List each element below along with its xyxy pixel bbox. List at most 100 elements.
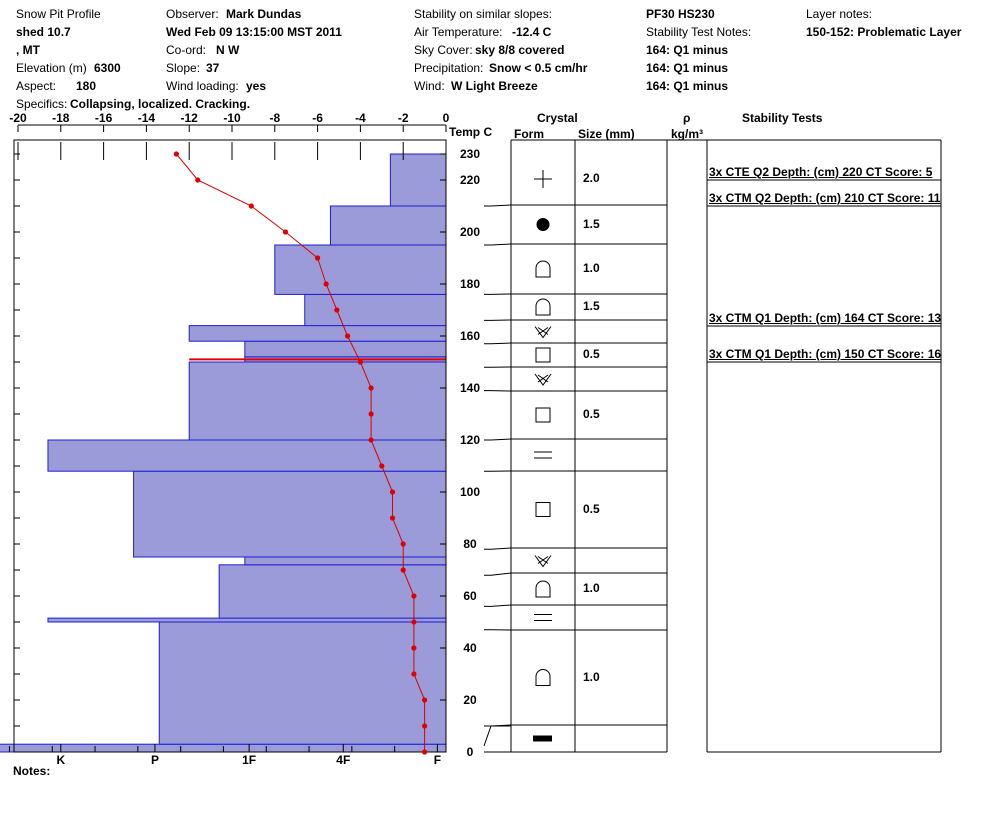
depth-hoar-icon — [535, 298, 551, 316]
aspect-value: 180 — [76, 79, 97, 93]
height-connector — [484, 243, 512, 246]
hardness-bar — [47, 617, 447, 623]
temperature-point — [315, 255, 321, 261]
temp-axis-tick-label: -12 — [181, 111, 199, 125]
layer-size: 1.5 — [583, 299, 600, 313]
coord-value: N W — [216, 43, 240, 57]
arch-icon-part — [535, 298, 551, 316]
temperature-point — [368, 437, 374, 443]
temperature-point — [400, 567, 406, 573]
temperature-profile — [173, 151, 446, 755]
page-title: Snow Pit Profile — [16, 7, 101, 21]
v-icon-part — [537, 556, 549, 564]
temp-axis-tick-label: -2 — [398, 111, 409, 125]
hardness-bar — [274, 244, 447, 295]
elevation-label: Elevation (m) — [16, 61, 87, 75]
height-axis-tick-label: 40 — [463, 641, 477, 655]
specifics-value: Collapsing, localized. Cracking. — [70, 97, 251, 111]
precipitation-label: Precipitation: — [414, 61, 484, 75]
temperature-point — [400, 541, 406, 547]
location-line-1: shed 10.7 — [16, 25, 71, 39]
stability-tests-header: Stability Tests — [742, 111, 823, 125]
slope-value: 37 — [206, 61, 220, 75]
hardness-bar — [133, 470, 447, 558]
stability-test-notes-label: Stability Test Notes: — [646, 25, 752, 39]
faceted-icon — [535, 347, 551, 363]
layer-size: 1.0 — [583, 261, 600, 275]
height-axis-tick-label: 20 — [463, 693, 477, 707]
density-symbol: ρ — [683, 111, 691, 125]
temperature-point — [411, 593, 417, 599]
v-icon-part — [534, 326, 552, 339]
stability-test-entry: 3x CTE Q2 Depth: (cm) 220 CT Score: 5 — [709, 165, 933, 179]
temperature-point — [248, 203, 254, 209]
hardness-bar — [244, 556, 447, 566]
dot-icon-part — [536, 218, 550, 231]
air-temp-value: -12.4 C — [512, 25, 552, 39]
stability-test-entry: 3x CTM Q1 Depth: (cm) 150 CT Score: 16 — [709, 347, 942, 361]
sky-cover-label: Sky Cover: — [414, 43, 473, 57]
wind-loading-label: Wind loading: — [166, 79, 239, 93]
temperature-point — [368, 411, 374, 417]
temperature-line — [175, 153, 426, 752]
arch-icon-part — [535, 580, 551, 598]
layer-table — [483, 139, 942, 753]
datetime: Wed Feb 09 13:15:00 MST 2011 — [166, 25, 342, 39]
height-axis-tick-label: 180 — [460, 277, 480, 291]
faceted-icon — [535, 407, 551, 423]
height-connector — [484, 204, 512, 207]
height-axis-tick-label: 220 — [460, 173, 480, 187]
temperature-point — [379, 463, 385, 469]
rounded-icon — [534, 451, 552, 459]
layer-size: 2.0 — [583, 171, 600, 185]
depth-hoar-icon — [535, 669, 551, 686]
hardness-bar — [158, 621, 447, 745]
observer-value: Mark Dundas — [226, 7, 302, 21]
height-axis-tick-label: 230 — [460, 147, 480, 161]
layer-note: 150-152: Problematic Layer — [806, 25, 962, 39]
stability-note: 164: Q1 minus — [646, 79, 729, 93]
hardness-bar — [329, 205, 447, 246]
layer-size: 1.0 — [583, 669, 600, 684]
layer-size: 1.0 — [583, 581, 600, 595]
stability-similar-label: Stability on similar slopes: — [414, 7, 553, 21]
stability-test-entry: 3x CTM Q2 Depth: (cm) 210 CT Score: 11 — [709, 191, 941, 205]
precipitation-value: Snow < 0.5 cm/hr — [489, 61, 588, 75]
surface-hoar-icon — [534, 326, 552, 339]
v-icon-part — [534, 555, 552, 568]
hardness-bar — [188, 361, 447, 441]
temperature-point — [422, 697, 428, 703]
stability-note: 164: Q1 minus — [646, 61, 729, 75]
hardness-axis-tick-label: F — [434, 753, 441, 767]
temperature-point — [389, 489, 396, 495]
temperature-point — [422, 723, 428, 729]
stability-test-entry: 3x CTM Q1 Depth: (cm) 164 CT Score: 13 — [709, 311, 942, 325]
pf-hs: PF30 HS230 — [646, 7, 715, 21]
square-icon-part — [535, 502, 551, 517]
layer-size: 0.5 — [583, 347, 600, 361]
wind-loading-value: yes — [246, 79, 267, 93]
temp-axis-tick-label: -8 — [269, 111, 280, 125]
density-unit: kg/m³ — [671, 127, 704, 141]
hardness-bar — [304, 293, 447, 327]
hardness-axis-tick-label: P — [151, 753, 159, 767]
arch-icon-part — [535, 669, 551, 686]
hardness-bar — [47, 439, 447, 472]
crystal-column-header: Crystal — [537, 111, 578, 125]
height-connector — [484, 604, 512, 607]
temperature-point — [173, 151, 179, 157]
temp-axis-tick-label: -20 — [9, 111, 27, 125]
temperature-point — [411, 645, 417, 651]
v-icon-part — [537, 374, 549, 383]
square-icon-part — [535, 347, 551, 363]
height-connector — [484, 547, 512, 550]
elevation-value: 6300 — [94, 61, 121, 75]
aspect-label: Aspect: — [16, 79, 57, 93]
height-axis-tick-label: 200 — [460, 225, 480, 239]
sky-cover-value: sky 8/8 covered — [475, 43, 565, 57]
location-line-2: , MT — [16, 43, 40, 57]
height-axis-tick-label: 160 — [460, 329, 480, 343]
hardness-axis-tick-label: K — [56, 753, 65, 767]
slope-label: Slope: — [166, 61, 201, 75]
